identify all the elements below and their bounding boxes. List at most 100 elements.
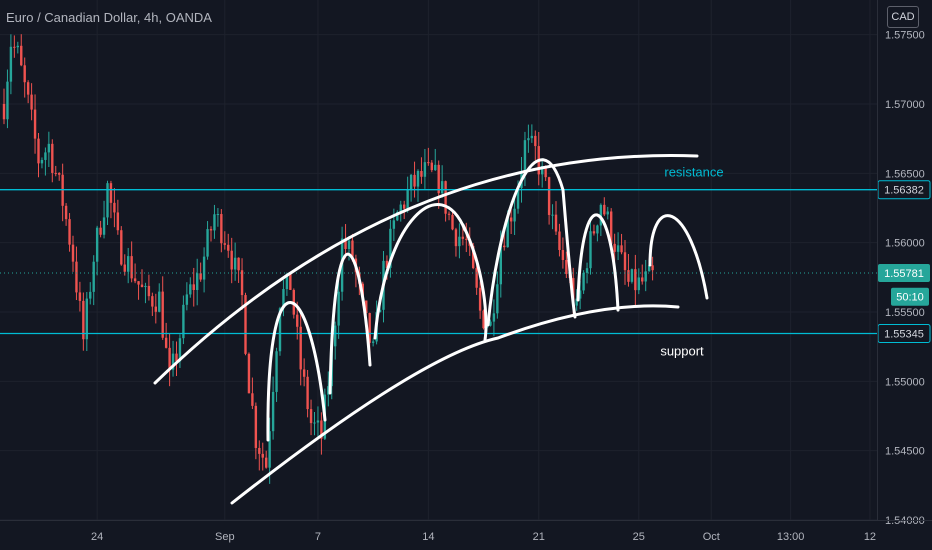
candle-body <box>423 162 427 177</box>
candle-body <box>623 252 627 271</box>
candle-body <box>482 310 485 329</box>
candle-body <box>630 269 634 282</box>
candle-body <box>461 236 465 239</box>
candle-body <box>509 217 513 222</box>
candle-body <box>227 244 230 251</box>
candle-body <box>309 409 313 424</box>
candle-body <box>171 353 175 370</box>
candle-body <box>413 174 416 187</box>
candle-body <box>592 231 596 234</box>
candle-body <box>427 162 430 164</box>
candle-body <box>240 270 244 296</box>
candle-body <box>575 298 578 306</box>
y-tick-label: 1.57000 <box>885 99 925 111</box>
candle-body <box>140 284 144 288</box>
candle-body <box>454 229 458 247</box>
x-tick-label: Sep <box>215 531 235 543</box>
svg-text:1.56382: 1.56382 <box>884 185 924 197</box>
candle-body <box>175 353 178 362</box>
arc-5[interactable] <box>486 158 565 327</box>
candle-body <box>40 159 44 164</box>
candle-body <box>213 214 216 231</box>
y-tick-label: 1.55500 <box>885 307 925 319</box>
candle-body <box>534 135 537 147</box>
candle-body <box>644 271 647 282</box>
candle-body <box>51 143 54 173</box>
symbol-title: Euro / Canadian Dollar, 4h, OANDA <box>6 10 212 25</box>
price-tags: 1.56382 1.55781 50:10 1.55345 <box>877 180 931 343</box>
candle-body <box>99 227 102 235</box>
arc-6[interactable] <box>561 188 577 319</box>
candle-body <box>578 290 582 299</box>
candle-body <box>268 431 271 468</box>
candle-body <box>95 227 99 262</box>
candle-body <box>596 225 599 234</box>
price-axis[interactable]: 1.57500 1.57000 1.56500 1.56000 1.55500 1.550… <box>885 30 925 527</box>
arc-3[interactable] <box>373 203 467 340</box>
arc-8[interactable] <box>648 214 709 300</box>
candle-body <box>37 138 40 164</box>
candle-body <box>58 173 61 175</box>
candle-body <box>120 230 123 265</box>
support-label: support <box>660 343 704 358</box>
arc-2[interactable] <box>328 252 372 395</box>
candle-body <box>261 453 264 458</box>
candle-body <box>558 231 561 251</box>
candle-body <box>202 256 206 280</box>
candle-body <box>196 273 199 291</box>
candle-body <box>306 376 309 410</box>
candle-body <box>75 261 78 293</box>
candle-body <box>406 190 409 209</box>
arc-1[interactable] <box>266 301 327 442</box>
candle-body <box>206 229 209 257</box>
candle-body <box>416 170 420 187</box>
candle-body <box>106 183 109 218</box>
candle-body <box>313 422 316 424</box>
candle-body <box>299 326 302 370</box>
candle-body <box>396 211 399 221</box>
upper-channel-curve[interactable] <box>153 154 699 385</box>
price-tag-resistance: 1.56382 <box>877 180 931 200</box>
candle-body <box>220 214 223 244</box>
candle-body <box>420 170 423 177</box>
y-tick-label: 1.57500 <box>885 30 925 42</box>
candle-body <box>78 292 82 301</box>
candle-body <box>254 405 258 448</box>
candle-body <box>9 46 13 82</box>
horizontal-levels <box>0 189 877 335</box>
candle-body <box>627 270 630 282</box>
candle-body <box>589 231 592 269</box>
candle-body <box>64 205 68 220</box>
arc-4[interactable] <box>461 223 488 342</box>
candle-body <box>54 172 57 174</box>
candle-body <box>102 217 106 235</box>
x-tick-label: 12 <box>864 531 876 543</box>
candle-body <box>316 420 320 423</box>
candle-body <box>437 164 440 194</box>
candle-body <box>430 162 433 171</box>
candle-body <box>561 250 565 260</box>
candle-body <box>158 291 161 312</box>
candle-body <box>161 291 164 338</box>
candle-body <box>151 296 154 307</box>
lower-channel-curve[interactable] <box>230 304 680 505</box>
candle-body <box>144 285 147 288</box>
candlestick-series <box>2 34 654 484</box>
arc-7[interactable] <box>576 213 620 312</box>
candle-body <box>440 181 444 194</box>
y-tick-label: 1.56500 <box>885 168 925 180</box>
candle-body <box>344 238 347 250</box>
candle-body <box>85 298 88 340</box>
candle-body <box>147 285 151 297</box>
currency-button[interactable]: CAD <box>887 6 919 28</box>
candle-body <box>527 138 530 141</box>
candle-body <box>651 265 654 271</box>
candle-body <box>616 245 620 252</box>
candle-body <box>123 264 126 272</box>
time-axis[interactable]: 24 Sep 7 14 21 25 Oct 13:00 12 <box>91 531 876 543</box>
candle-body <box>130 256 133 279</box>
candle-body <box>230 250 233 270</box>
candle-body <box>503 245 506 248</box>
candle-body <box>368 313 371 343</box>
